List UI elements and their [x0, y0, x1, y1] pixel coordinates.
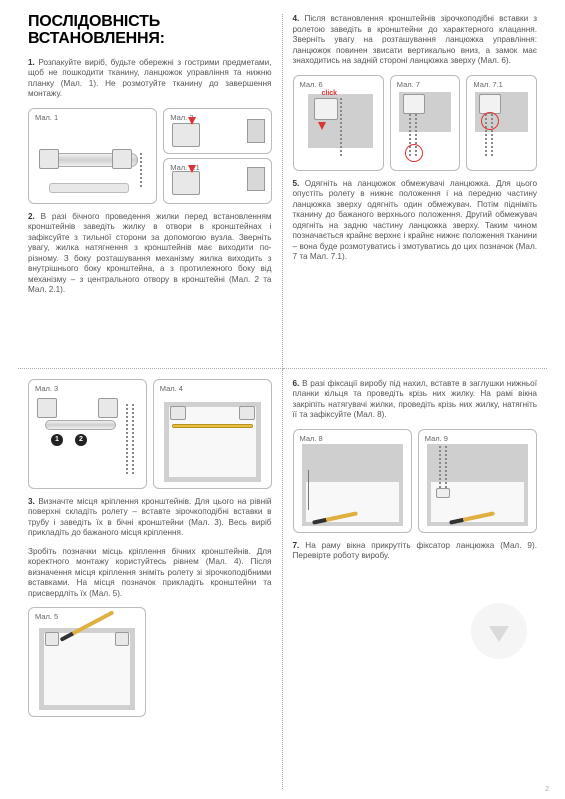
page-title: ПОСЛІДОВНІСТЬ ВСТАНОВЛЕННЯ:: [28, 14, 272, 48]
quadrant-top-right: 4. Після встановлення кронштейнів зірочк…: [283, 14, 548, 369]
step-2-text: 2. В разі бічного проведення жилки перед…: [28, 212, 272, 296]
figure-8: Мал. 8: [293, 429, 412, 533]
step-3-text-a: 3. Визначте місця кріплення кронштейнів.…: [28, 497, 272, 539]
step-marker-2: 2: [75, 434, 87, 446]
quadrant-top-left: ПОСЛІДОВНІСТЬ ВСТАНОВЛЕННЯ: 1. Розпакуйт…: [18, 14, 283, 369]
click-label: click: [322, 90, 338, 97]
quadrant-bottom-right: 6. В разі фіксації виробу під нахил, вст…: [283, 369, 548, 789]
quadrant-bottom-left: Мал. 3 1 2 Мал. 4: [18, 369, 283, 789]
step-7-text: 7. На раму вікна прикрутіть фіксатор лан…: [293, 541, 538, 562]
figure-1: Мал. 1: [28, 108, 157, 204]
figure-7-1: Мал. 7.1: [466, 75, 537, 171]
figure-6: Мал. 6 click: [293, 75, 384, 171]
figure-2: Мал. 2: [163, 108, 271, 154]
figure-5: Мал. 5: [28, 607, 146, 717]
figure-2-1: Мал. 2.1: [163, 158, 271, 204]
step-3-text-b: Зробіть позначки місць кріплення бічних …: [28, 547, 272, 600]
figure-7: Мал. 7: [390, 75, 461, 171]
step-marker-1: 1: [51, 434, 63, 446]
step-4-text: 4. Після встановлення кронштейнів зірочк…: [293, 14, 538, 67]
watermark-icon: [471, 603, 527, 659]
step-1-text: 1. Розпакуйте виріб, будьте обережні з г…: [28, 58, 272, 100]
step-6-text: 6. В разі фіксації виробу під нахил, вст…: [293, 379, 538, 421]
page-number: 2: [545, 786, 549, 793]
figure-4: Мал. 4: [153, 379, 272, 489]
figure-3: Мал. 3 1 2: [28, 379, 147, 489]
step-5-text: 5. Одягніть на ланцюжок обмежувачі ланцю…: [293, 179, 538, 263]
figure-9: Мал. 9: [418, 429, 537, 533]
